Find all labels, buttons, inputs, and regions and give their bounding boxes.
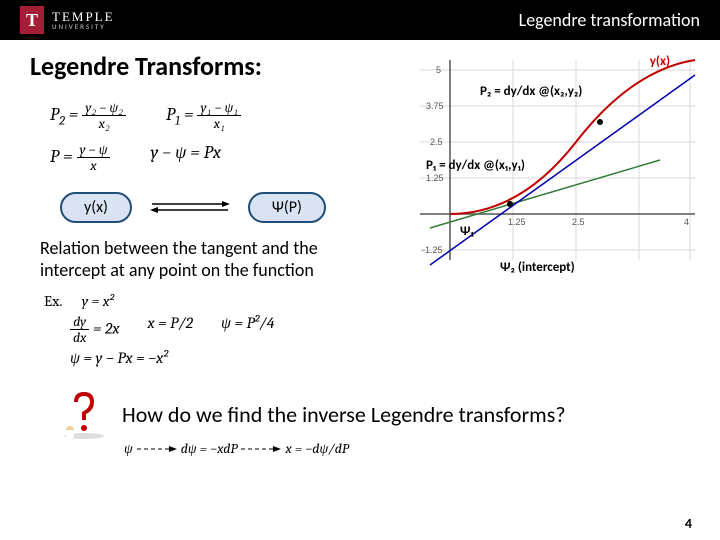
- svg-text:-1.25: -1.25: [422, 245, 443, 255]
- question-mark-icon: [60, 388, 108, 440]
- qflow-1: ψ: [124, 440, 133, 458]
- dydx-frac: dydx: [70, 314, 89, 346]
- question-text: How do we find the inverse Legendre tran…: [122, 402, 566, 427]
- p-den: x: [87, 158, 99, 173]
- header-bar: T TEMPLE UNIVERSITY Legendre transformat…: [0, 0, 720, 40]
- question-row: How do we find the inverse Legendre tran…: [60, 388, 690, 440]
- p2-sub: 2: [59, 115, 65, 129]
- svg-text:5: 5: [436, 65, 441, 75]
- p2-frac: y₂ − ψ₂x₂: [82, 100, 126, 132]
- p1-lhs: P: [166, 104, 175, 125]
- svg-text:1.25: 1.25: [426, 173, 444, 183]
- dydx-num: dy: [70, 314, 89, 330]
- example-eq3: ψ = y − Px = −x²: [70, 349, 168, 368]
- svg-text:4: 4: [684, 217, 689, 227]
- logo-t-icon: T: [20, 6, 44, 34]
- example-eq2a: dydx = 2x: [70, 314, 119, 346]
- page-number: 4: [685, 515, 692, 532]
- question-flow: ψ dψ = −xdP x = −dψ/dP: [124, 440, 690, 458]
- p2-den: x₂: [96, 116, 113, 131]
- qflow-3: x = −dψ/dP: [285, 440, 348, 458]
- chart-label-psi1: Ψ₁: [460, 224, 474, 239]
- chart-label-yx: y(x): [650, 54, 670, 69]
- dashed-arrow-icon-2: [241, 444, 281, 454]
- logo-area: T TEMPLE UNIVERSITY: [20, 6, 115, 34]
- legendre-chart: 1.25 2.5 4 1.25 2.5 3.75 5 -1.25 y(x) P₂ = dy/…: [400, 50, 700, 270]
- eq2a-rhs: = 2x: [89, 319, 119, 337]
- example-eq1: y = x²: [82, 292, 114, 310]
- svg-text:3.75: 3.75: [426, 101, 444, 111]
- example-label-row: Ex. y = x²: [44, 292, 690, 310]
- example-eq2c: ψ = P²/4: [221, 314, 274, 346]
- p2-lhs: P: [50, 104, 59, 125]
- p1-den: x₁: [211, 116, 228, 131]
- pill-psip: Ψ(P): [248, 192, 326, 223]
- svg-text:1.25: 1.25: [508, 217, 526, 227]
- pill-yx: y(x): [60, 192, 132, 223]
- p-num: y − ψ: [77, 142, 111, 158]
- example-block-1: dydx = 2x x = P/2 ψ = P²/4: [70, 314, 690, 346]
- example-eq2b: x = P/2: [147, 314, 193, 346]
- eq-p: P = y − ψx: [50, 142, 110, 174]
- p1-sub: 1: [175, 115, 180, 129]
- dydx-den: dx: [70, 330, 89, 345]
- example-block-2: ψ = y − Px = −x²: [70, 349, 690, 368]
- header-title: Legendre transformation: [519, 9, 700, 31]
- eq-p2: P2 = y₂ − ψ₂x₂: [50, 100, 126, 132]
- double-arrow-icon: [150, 200, 230, 214]
- p2-num: y₂ − ψ₂: [82, 100, 126, 116]
- qflow-2: dψ = −xdP: [181, 440, 238, 458]
- relation-text: Relation between the tangent and the int…: [40, 237, 370, 282]
- eq-p1: P1 = y₁ − ψ₁x₁: [166, 100, 241, 132]
- chart-label-psi2: Ψ₂ (intercept): [500, 260, 575, 275]
- p-frac: y − ψx: [77, 142, 111, 174]
- chart-label-p2: P₂ = dy/dx @(x₂,y₂): [480, 84, 582, 99]
- eq-ypsi: y − ψ = Px: [150, 142, 220, 174]
- p1-frac: y₁ − ψ₁x₁: [197, 100, 241, 132]
- svg-text:2.5: 2.5: [430, 137, 443, 147]
- svg-text:2.5: 2.5: [572, 217, 585, 227]
- logo-text: TEMPLE UNIVERSITY: [52, 10, 115, 30]
- chart-label-p1: P₁ = dy/dx @(x₁,y₁): [426, 158, 525, 173]
- p-lhs: P =: [50, 146, 73, 167]
- logo-sub: UNIVERSITY: [52, 23, 115, 30]
- example-label: Ex.: [44, 292, 62, 310]
- dashed-arrow-icon: [137, 444, 177, 454]
- p1-num: y₁ − ψ₁: [197, 100, 241, 116]
